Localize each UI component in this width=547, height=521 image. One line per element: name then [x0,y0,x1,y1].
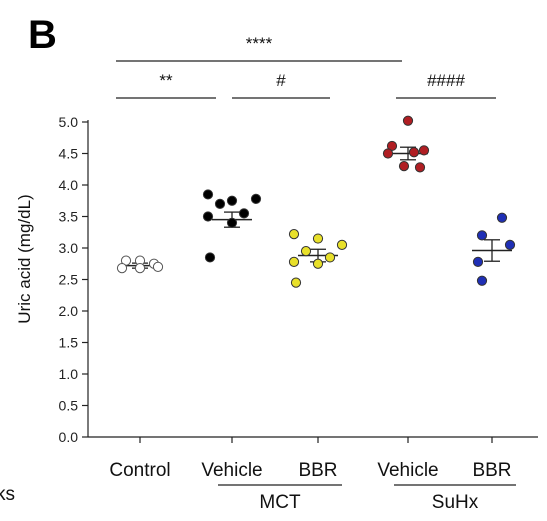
data-point [476,230,488,241]
significance-label: # [276,71,286,90]
y-ticks: 0.0 0.5 1.0 1.5 2.0 2.5 3.0 3.5 4.0 4.5 5.0 [59,114,88,445]
y-tick-label: 0.0 [59,429,79,445]
group-label: MCT [259,492,301,513]
data-point [414,162,426,173]
data-point [324,252,336,263]
data-point [250,193,262,204]
data-point [336,239,348,250]
data-point [476,275,488,286]
significance-label: ** [159,71,173,90]
y-tick-label: 4.0 [59,177,79,193]
category-label: BBR [472,460,511,481]
cropped-edge-text: ks [0,484,15,505]
data-point [152,261,164,272]
data-point [402,115,414,126]
data-point [418,145,430,156]
data-point [134,263,146,274]
data-point [288,229,300,240]
data-point [238,208,250,219]
data-point [300,246,312,257]
y-tick-label: 0.5 [59,398,79,414]
data-point [312,233,324,244]
data-point [116,263,128,274]
data-point [398,161,410,172]
y-tick-label: 1.5 [59,335,79,351]
category-label: Control [109,460,170,481]
data-point [214,198,226,209]
significance-bars: ****** # #### [116,34,496,99]
y-axis-label: Uric acid (mg/dL) [15,194,34,323]
x-categories: Control Vehicle BBR Vehicle BBR MCT SuHx [109,437,516,513]
data-point [202,189,214,200]
data-point [382,148,394,159]
data-point [226,195,238,206]
data-point [312,258,324,269]
data-point [204,252,216,263]
data-point [290,277,302,288]
data-marks [116,115,516,288]
y-tick-label: 2.5 [59,272,79,288]
y-tick-label: 1.0 [59,366,79,382]
data-point [504,239,516,250]
group-label: SuHx [432,492,479,513]
y-tick-label: 4.5 [59,146,79,162]
panel-label: B [28,13,57,57]
data-point [496,212,508,223]
significance-label: **** [246,34,273,53]
significance-label: #### [427,71,465,90]
y-tick-label: 3.0 [59,240,79,256]
data-point [408,147,420,158]
axes [87,120,538,438]
category-label: Vehicle [377,460,438,481]
data-point [288,256,300,267]
y-tick-label: 2.0 [59,303,79,319]
category-label: Vehicle [201,460,262,481]
data-point [226,217,238,228]
data-point [472,256,484,267]
category-label: BBR [298,460,337,481]
data-point [202,211,214,222]
y-tick-label: 3.5 [59,209,79,225]
y-tick-label: 5.0 [59,114,79,130]
